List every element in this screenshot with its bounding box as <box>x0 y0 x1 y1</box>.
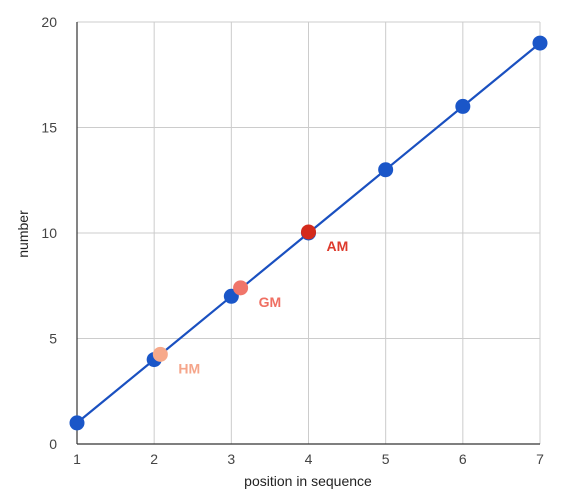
data-point <box>455 98 471 114</box>
y-tick-label: 0 <box>49 436 57 452</box>
annotation-point-hm <box>152 346 168 362</box>
y-tick-label: 5 <box>49 331 57 347</box>
x-tick-label: 5 <box>382 451 390 467</box>
data-point <box>378 162 394 178</box>
x-tick-label: 3 <box>227 451 235 467</box>
y-tick-label: 20 <box>41 14 57 30</box>
data-point <box>69 415 85 431</box>
annotation-point-am <box>301 224 316 240</box>
x-tick-label: 7 <box>536 451 544 467</box>
y-axis-title: number <box>15 210 31 258</box>
annotation-point-gm <box>233 280 249 296</box>
grid <box>77 21 541 444</box>
tick-labels: 1 2 3 4 5 6 7 0 5 10 15 20 <box>41 14 544 467</box>
data-point <box>532 35 548 51</box>
x-axis-title: position in sequence <box>244 473 372 489</box>
y-tick-label: 15 <box>41 120 57 136</box>
x-tick-label: 1 <box>73 451 81 467</box>
axes <box>76 22 540 445</box>
annotations: HM GM AM <box>152 224 349 376</box>
x-tick-label: 2 <box>150 451 158 467</box>
annotation-label-gm: GM <box>259 294 282 310</box>
annotation-label-am: AM <box>327 238 349 254</box>
x-tick-label: 4 <box>305 451 313 467</box>
annotation-label-hm: HM <box>178 360 200 376</box>
y-tick-label: 10 <box>41 225 57 241</box>
x-tick-label: 6 <box>459 451 467 467</box>
